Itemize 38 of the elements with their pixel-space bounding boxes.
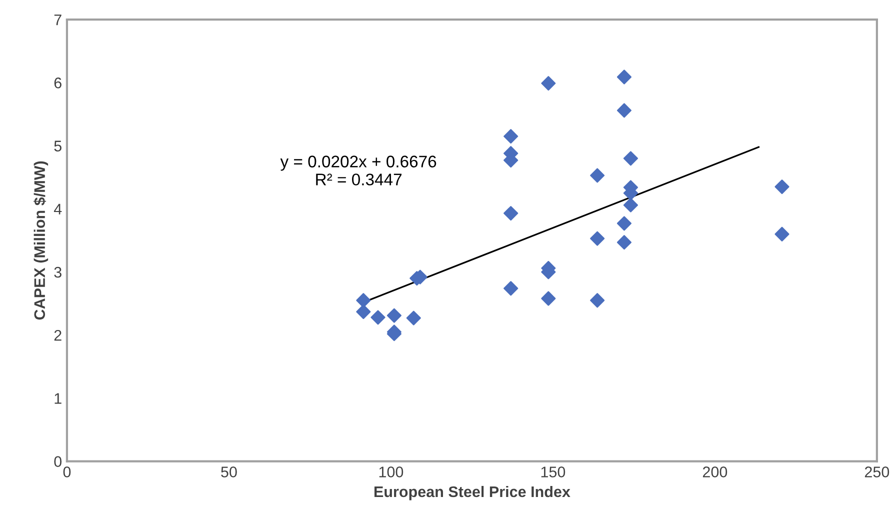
y-tick-label: 1 <box>54 393 62 404</box>
y-tick-label: 5 <box>54 140 62 152</box>
point <box>356 293 371 308</box>
point <box>504 206 518 221</box>
x-axis-title: European Steel Price Index <box>374 486 570 500</box>
y-tick-label: 6 <box>54 78 62 88</box>
x-tick-label: 100 <box>379 466 404 478</box>
y-tick-label: 4 <box>54 204 62 214</box>
point <box>623 151 638 166</box>
x-tick-label: 150 <box>541 466 566 478</box>
point <box>590 231 605 246</box>
point <box>616 70 632 84</box>
point <box>541 291 556 306</box>
point <box>623 198 638 212</box>
y-tick-label: 0 <box>54 456 62 467</box>
annotation: y = 0.0202x + 0.6676 R² = 0.3447 <box>280 156 436 186</box>
x-tick-label: 50 <box>221 466 237 478</box>
x-tick-label: 250 <box>864 466 890 478</box>
point <box>406 310 421 326</box>
point <box>590 168 605 183</box>
y-axis-title: CAPEX (Million $/MW) <box>34 161 48 320</box>
y-tick-label: 3 <box>54 266 62 278</box>
point <box>616 235 632 250</box>
point <box>590 293 605 308</box>
point <box>386 308 402 323</box>
point <box>504 129 518 144</box>
point <box>616 103 632 118</box>
point <box>504 281 518 296</box>
point <box>370 310 386 325</box>
point <box>616 216 632 231</box>
y-tick-label: 2 <box>54 330 62 341</box>
x-tick-label: 0 <box>63 466 71 478</box>
x-tick-label: 200 <box>702 466 728 478</box>
point <box>774 180 790 194</box>
y-tick-label: 7 <box>54 14 62 26</box>
point <box>356 304 371 320</box>
point <box>541 76 556 91</box>
point <box>774 226 790 242</box>
